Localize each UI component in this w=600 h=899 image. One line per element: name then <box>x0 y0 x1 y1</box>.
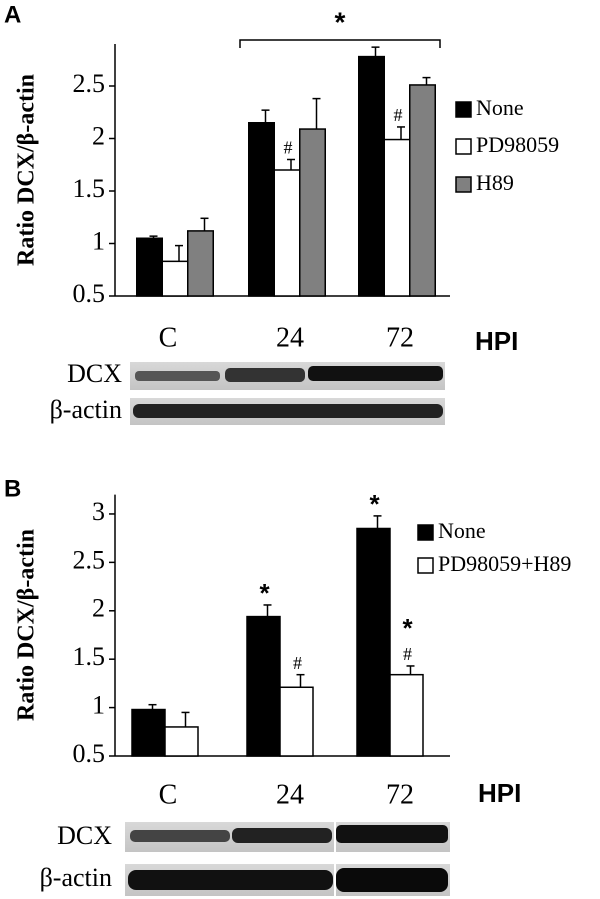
significance-marker: # <box>284 138 293 158</box>
x-axis-label: HPI <box>475 326 518 356</box>
x-axis-label: HPI <box>478 778 521 808</box>
x-tick-label: 24 <box>276 779 304 810</box>
x-tick-label: C <box>159 779 178 810</box>
blot-label: β-actin <box>50 395 122 424</box>
significance-marker: # <box>403 644 412 664</box>
bar <box>136 237 163 297</box>
bar <box>356 527 391 757</box>
y-tick-label: 1 <box>92 691 105 720</box>
bar <box>246 615 281 757</box>
blot-label: DCX <box>67 359 122 388</box>
bar <box>248 122 275 297</box>
y-tick-label: 2.5 <box>73 545 106 574</box>
legend-label: None <box>438 518 486 543</box>
legend-swatch <box>455 176 472 193</box>
bar <box>161 260 189 297</box>
significance-marker: * <box>402 613 413 643</box>
legend-swatch <box>455 101 472 118</box>
bar <box>164 726 199 757</box>
blot-label: DCX <box>57 821 112 850</box>
legend-swatch <box>417 557 434 574</box>
legend-label: None <box>476 95 524 120</box>
bar <box>389 673 424 757</box>
panel-label: B <box>4 475 21 502</box>
y-tick-label: 2.5 <box>73 69 106 98</box>
legend-label: PD98059 <box>476 132 559 157</box>
bar <box>279 686 314 757</box>
y-tick-label: 1 <box>92 226 105 255</box>
significance-marker: * <box>369 489 380 519</box>
significance-marker: * <box>259 578 270 608</box>
bar <box>299 128 326 297</box>
legend-swatch <box>417 524 434 541</box>
bracket-label: * <box>335 6 346 37</box>
bracket <box>239 39 441 48</box>
bar <box>187 230 214 297</box>
bar <box>409 84 436 297</box>
y-axis-label: Ratio DCX/β-actin <box>14 529 40 721</box>
x-tick-label: 72 <box>386 322 414 353</box>
y-tick-label: 0.5 <box>73 739 106 768</box>
bar <box>131 708 166 757</box>
significance-marker: # <box>293 653 302 673</box>
y-tick-label: 1.5 <box>73 642 106 671</box>
y-tick-label: 1.5 <box>73 174 106 203</box>
x-tick-label: 72 <box>386 779 414 810</box>
x-tick-label: C <box>159 322 178 353</box>
x-tick-label: 24 <box>276 322 304 353</box>
blot-images <box>125 362 450 896</box>
legend-label: H89 <box>476 170 514 195</box>
significance-marker: # <box>394 105 403 125</box>
y-tick-label: 2 <box>92 121 105 150</box>
bar <box>273 169 301 297</box>
bar <box>358 55 385 297</box>
y-tick-label: 2 <box>92 594 105 623</box>
blot-label: β-actin <box>40 863 112 892</box>
y-tick-label: 3 <box>92 497 105 526</box>
legend-swatch <box>455 138 472 155</box>
y-axis-label: Ratio DCX/β-actin <box>14 74 40 266</box>
y-tick-label: 0.5 <box>73 279 106 308</box>
legend-label: PD98059+H89 <box>438 551 571 576</box>
bar <box>383 138 411 297</box>
panel-label: A <box>4 1 21 28</box>
